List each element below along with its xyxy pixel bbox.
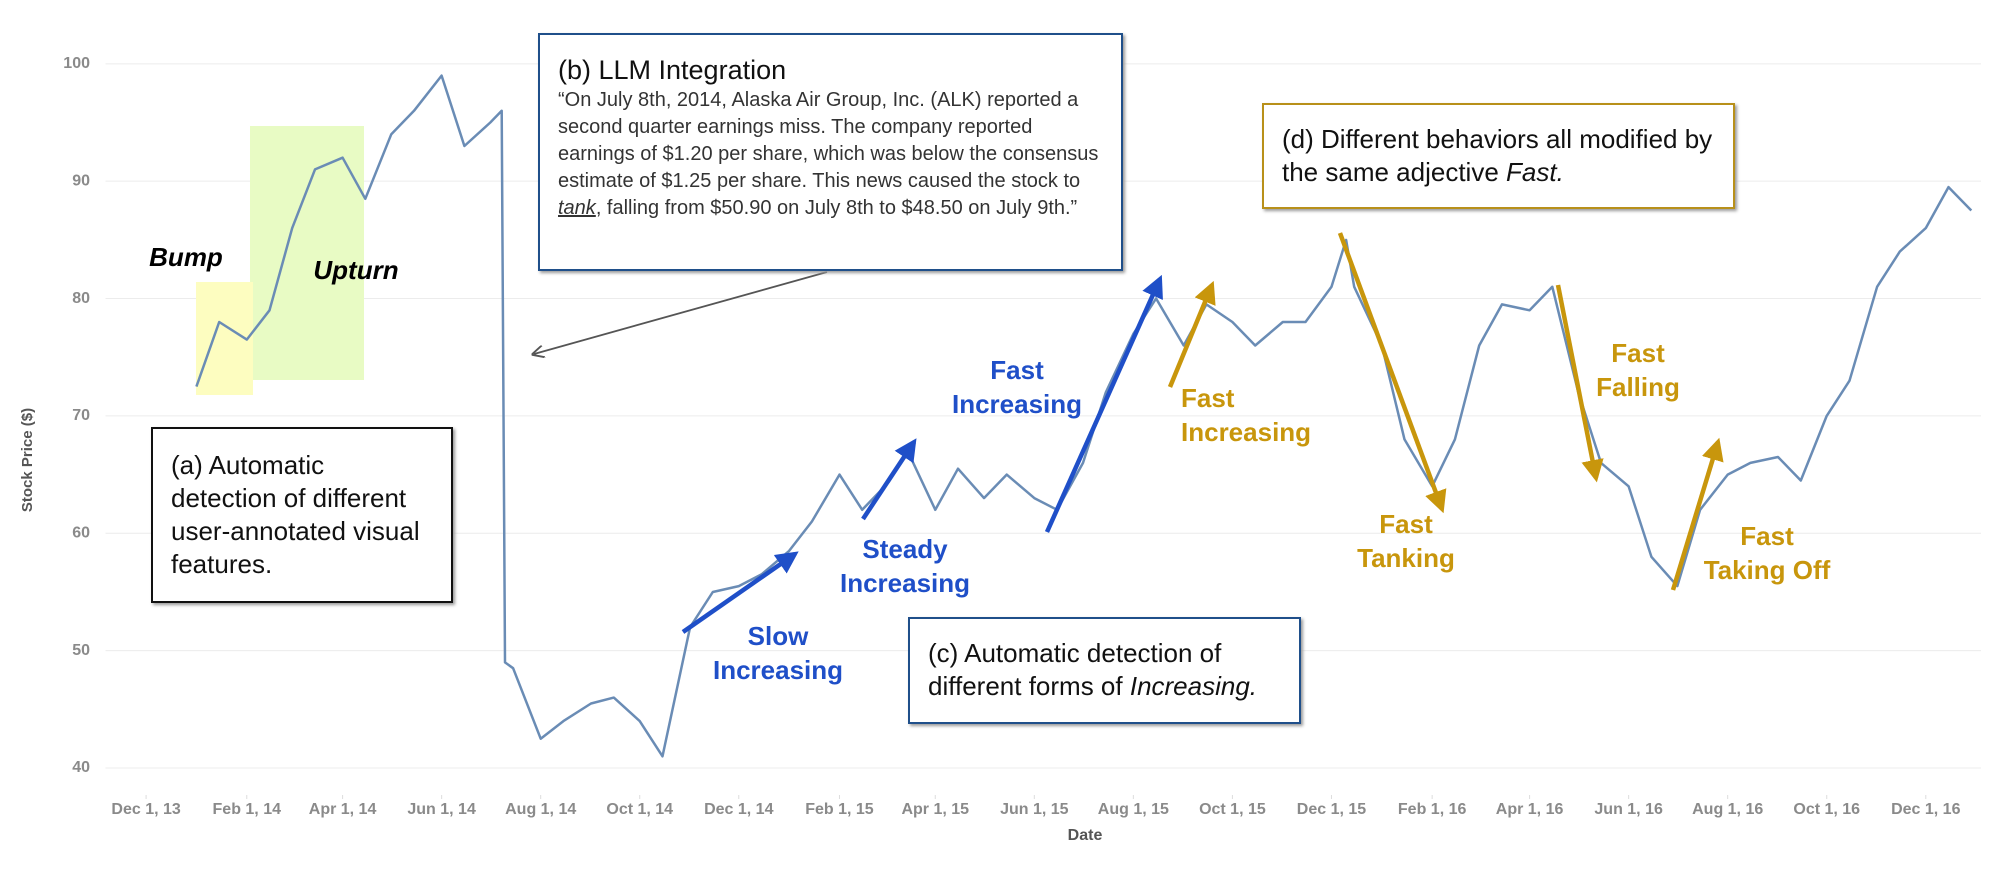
y-tick-label: 50 [72, 642, 90, 659]
arrow [1044, 274, 1163, 533]
y-tick-label: 80 [72, 290, 90, 307]
fast-falling-label: Fast Falling [1596, 338, 1680, 402]
label-line: Fast [990, 355, 1044, 385]
x-tick-label: Dec 1, 16 [1891, 801, 1960, 818]
annotation-box-c: (c) Automatic detection of different for… [908, 617, 1301, 724]
x-tick-label: Apr 1, 15 [901, 801, 969, 818]
y-tick-label: 90 [72, 172, 90, 189]
label-line: Increasing [840, 568, 970, 598]
box-text: (a) Automatic detection of different use… [171, 450, 420, 579]
label-line: Fast [1611, 338, 1665, 368]
arrow [681, 551, 799, 634]
gold-arrows [1167, 232, 1724, 591]
label-line: Increasing [1181, 417, 1311, 447]
x-axis-title: Date [1068, 827, 1103, 844]
x-tick-label: Jun 1, 14 [407, 801, 476, 818]
box-quote: “On July 8th, 2014, Alaska Air Group, In… [558, 87, 1103, 222]
blue-arrows [681, 274, 1163, 634]
x-tick-label: Oct 1, 14 [606, 801, 673, 818]
x-tick-label: Aug 1, 14 [505, 801, 576, 818]
box-title: (b) LLM Integration [558, 55, 787, 85]
x-tick-label: Jun 1, 15 [1000, 801, 1069, 818]
x-tick-label: Feb 1, 16 [1398, 801, 1467, 818]
x-tick-label: Oct 1, 15 [1199, 801, 1266, 818]
y-tick-label: 60 [72, 524, 90, 541]
x-tick-label: Apr 1, 16 [1496, 801, 1564, 818]
quote-text: , falling from $50.90 on July 8th to $48… [595, 197, 1078, 219]
box-text: (d) Different behaviors all modified by … [1282, 124, 1713, 187]
label-line: Increasing [952, 389, 1082, 419]
annotation-box-a: (a) Automatic detection of different use… [151, 427, 453, 603]
box-emphasis: Fast. [1506, 157, 1564, 187]
plot [195, 74, 1973, 758]
box-text: (c) Automatic detection of different for… [928, 638, 1222, 701]
x-tick-label: Aug 1, 15 [1098, 801, 1169, 818]
x-tick-label: Jun 1, 16 [1594, 801, 1663, 818]
y-tick-label: 40 [72, 759, 90, 776]
label-line: Falling [1596, 372, 1680, 402]
upturn-label: Upturn [313, 255, 398, 285]
y-axis-title: Stock Price ($) [19, 408, 36, 512]
x-tick-label: Dec 1, 13 [111, 801, 180, 818]
fast-increasing-label: Fast Increasing [952, 355, 1082, 419]
upturn-highlight [250, 126, 364, 380]
arrow [1167, 280, 1216, 388]
label-line: Increasing [713, 655, 843, 685]
slow-increasing-label: Slow Increasing [713, 621, 843, 685]
quote-emphasis: tank [558, 197, 596, 219]
x-tick-label: Feb 1, 15 [805, 801, 874, 818]
pointer-arrow [534, 271, 828, 354]
label-line: Fast [1740, 521, 1794, 551]
annotation-box-b: (b) LLM Integration “On July 8th, 2014, … [538, 33, 1123, 271]
label-line: Fast [1181, 383, 1235, 413]
label-line: Taking Off [1704, 555, 1831, 585]
label-line: Tanking [1357, 543, 1455, 573]
fast-tanking-label: Fast Tanking [1357, 509, 1455, 573]
arrow [861, 438, 917, 521]
x-tick-label: Oct 1, 16 [1793, 801, 1860, 818]
y-tick-label: 100 [63, 55, 90, 72]
quote-text: “On July 8th, 2014, Alaska Air Group, In… [558, 89, 1099, 192]
arrow [1555, 284, 1604, 483]
y-tick-label: 70 [72, 407, 90, 424]
box-emphasis: Increasing. [1129, 671, 1258, 701]
price-line [195, 74, 1973, 758]
x-tick-label: Apr 1, 14 [309, 801, 377, 818]
x-tick-label: Dec 1, 14 [704, 801, 773, 818]
x-tick-label: Feb 1, 14 [213, 801, 282, 818]
arrow [1670, 437, 1724, 591]
arrow [1337, 232, 1447, 514]
fast-taking-off-label: Fast Taking Off [1704, 521, 1831, 585]
x-tick-label: Dec 1, 15 [1297, 801, 1366, 818]
label-line: Fast [1379, 509, 1433, 539]
steady-increasing-label: Steady Increasing [840, 534, 970, 598]
x-tick-label: Aug 1, 16 [1692, 801, 1763, 818]
fast-increasing-gold-label: Fast Increasing [1181, 383, 1311, 447]
bump-label: Bump [149, 242, 223, 272]
annotation-box-d: (d) Different behaviors all modified by … [1262, 103, 1735, 209]
label-line: Slow [748, 621, 809, 651]
label-line: Steady [862, 534, 948, 564]
